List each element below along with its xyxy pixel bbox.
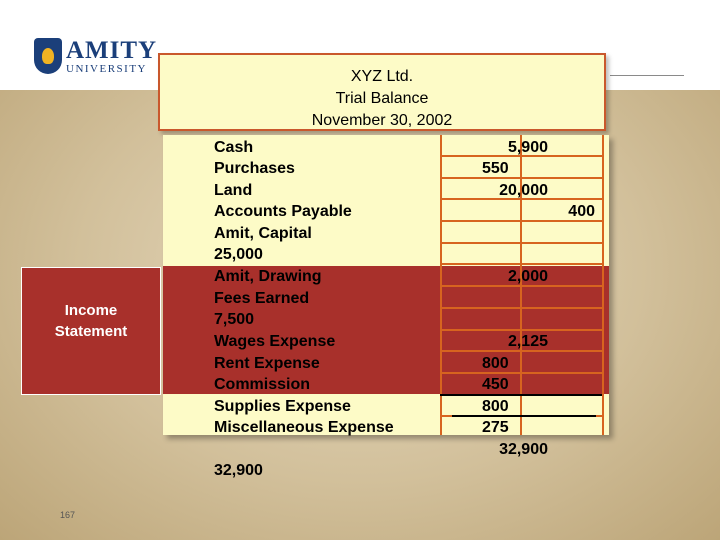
account-cash: Cash: [214, 139, 254, 156]
debit-purchases: 550: [482, 160, 509, 177]
row-rule: [442, 198, 604, 200]
fees-earned-amount: 7,500: [214, 311, 255, 328]
account-misc-expense: Miscellaneous Expense: [214, 419, 394, 436]
row-rule: [442, 177, 604, 179]
logo-name: AMITY: [66, 37, 158, 64]
flame-icon: [42, 48, 54, 64]
debit-drawing: 2,000: [507, 268, 548, 285]
row-rule: [442, 220, 604, 222]
row-rule: [442, 263, 604, 265]
income-label-line2: Statement: [54, 323, 128, 340]
account-land: Land: [214, 182, 253, 199]
company-name: XYZ Ltd.: [350, 68, 414, 85]
header-divider: [610, 75, 684, 76]
capital-amount: 25,000: [214, 246, 263, 263]
income-statement-label: Income Statement: [22, 300, 160, 342]
row-rule: [442, 307, 604, 309]
debit-rent: 800: [482, 355, 509, 372]
row-rule: [442, 155, 604, 157]
debit-wages: 2,125: [507, 333, 548, 350]
statement-name: Trial Balance: [335, 90, 429, 107]
statement-date: November 30, 2002: [311, 112, 453, 129]
trial-balance-table: [163, 135, 609, 435]
income-label-line1: Income: [64, 302, 118, 319]
account-fees-earned: Fees Earned: [214, 290, 310, 307]
total-rule-upper: [440, 394, 602, 396]
account-drawing: Amit, Drawing: [214, 268, 322, 285]
amity-logo: AMITY UNIVERSITY: [34, 38, 158, 80]
column-divider-left: [440, 135, 442, 435]
account-supplies-expense: Supplies Expense: [214, 398, 351, 415]
total-rule-lower: [452, 415, 596, 417]
title-box: XYZ Ltd. Trial Balance November 30, 2002: [158, 53, 606, 131]
debit-land: 20,000: [499, 182, 548, 199]
debit-total: 32,900: [499, 441, 548, 458]
account-capital: Amit, Capital: [214, 225, 312, 242]
row-rule: [442, 350, 604, 352]
row-rule: [442, 285, 604, 287]
income-statement-callout: Income Statement: [21, 267, 161, 395]
account-accounts-payable: Accounts Payable: [214, 203, 352, 220]
slide-number: 167: [60, 510, 76, 520]
row-rule: [442, 242, 604, 244]
logo-subtitle: UNIVERSITY: [66, 63, 147, 75]
debit-commission: 450: [482, 376, 509, 393]
crest-icon: [34, 38, 62, 74]
credit-accounts-payable: 400: [568, 203, 595, 220]
account-rent-expense: Rent Expense: [214, 355, 320, 372]
credit-total: 32,900: [214, 462, 263, 479]
debit-cash: 5,900: [507, 139, 548, 156]
debit-misc: 275: [482, 419, 509, 436]
row-rule: [442, 372, 604, 374]
account-wages-expense: Wages Expense: [214, 333, 336, 350]
debit-supplies: 800: [482, 398, 509, 415]
account-commission: Commission: [214, 376, 311, 393]
account-purchases: Purchases: [214, 160, 295, 177]
row-rule: [442, 329, 604, 331]
